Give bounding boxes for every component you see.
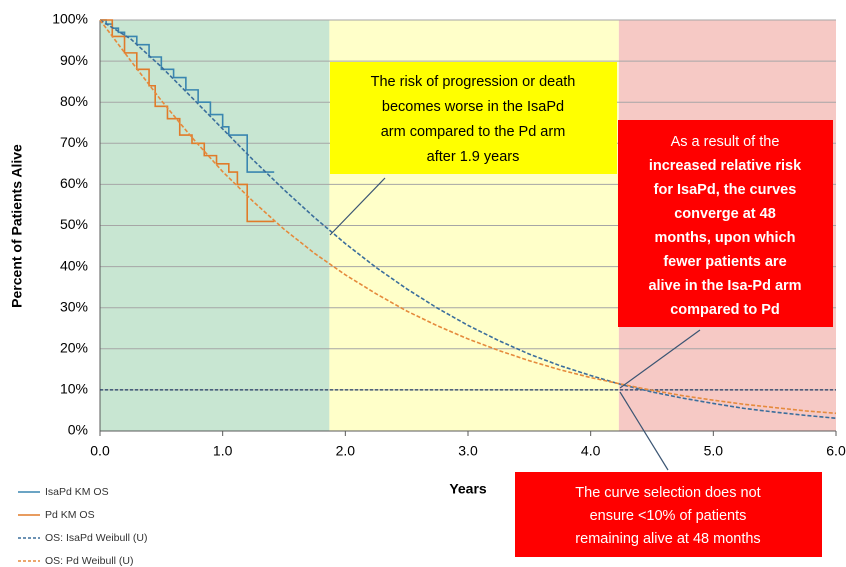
x-tick-label: 5.0	[704, 443, 724, 459]
x-tick-label: 2.0	[336, 443, 356, 459]
y-tick-label: 50%	[60, 216, 88, 232]
x-tick-label: 0.0	[90, 443, 110, 459]
x-tick-label: 4.0	[581, 443, 601, 459]
series-line	[100, 19, 275, 223]
annotation-text: converge at 48	[674, 206, 776, 222]
annotation-box	[618, 120, 833, 327]
annotation-leader	[619, 391, 669, 471]
series-line	[100, 19, 275, 173]
annotation-text: for IsaPd, the curves	[654, 182, 797, 198]
annotation-box	[515, 472, 822, 557]
legend-label: Pd KM OS	[45, 509, 95, 521]
annotation-text: compared to Pd	[670, 302, 780, 318]
y-tick-label: 70%	[60, 134, 88, 150]
annotation-text: The risk of progression or death	[371, 74, 576, 90]
series-line	[99, 19, 837, 420]
series-line	[99, 19, 837, 415]
y-tick-label: 30%	[60, 298, 88, 314]
annotation-leader	[329, 177, 386, 236]
annotation-text: arm compared to the Pd arm	[381, 124, 566, 140]
y-tick-label: 0%	[68, 422, 88, 438]
y-axis-label: Percent of Patients Alive	[9, 144, 25, 308]
x-tick-label: 6.0	[826, 443, 846, 459]
x-tick-label: 3.0	[458, 443, 478, 459]
annotation-text: ensure <10% of patients	[590, 508, 747, 524]
annotation-text: The curve selection does not	[575, 485, 760, 501]
x-axis-label: Years	[449, 481, 487, 497]
annotation-leader	[619, 329, 701, 389]
annotation-text: alive in the Isa-Pd arm	[648, 278, 801, 294]
annotation-text: after 1.9 years	[427, 149, 520, 165]
y-tick-label: 10%	[60, 381, 88, 397]
annotation-text: remaining alive at 48 months	[575, 531, 760, 547]
annotation-text: fewer patients are	[663, 254, 786, 270]
y-tick-label: 90%	[60, 52, 88, 68]
y-tick-label: 40%	[60, 257, 88, 273]
legend-label: OS: IsaPd Weibull (U)	[45, 532, 148, 544]
annotation-text: increased relative risk	[649, 158, 802, 174]
y-tick-label: 80%	[60, 93, 88, 109]
annotation-text: months, upon which	[655, 230, 796, 246]
annotation-text: As a result of the	[671, 134, 780, 150]
y-tick-label: 60%	[60, 175, 88, 191]
legend-label: IsaPd KM OS	[45, 486, 109, 498]
x-tick-label: 1.0	[213, 443, 233, 459]
y-tick-label: 100%	[52, 11, 88, 27]
annotation-box	[330, 62, 617, 174]
annotation-text: becomes worse in the IsaPd	[382, 99, 564, 115]
y-tick-label: 20%	[60, 340, 88, 356]
legend-label: OS: Pd Weibull (U)	[45, 555, 134, 567]
